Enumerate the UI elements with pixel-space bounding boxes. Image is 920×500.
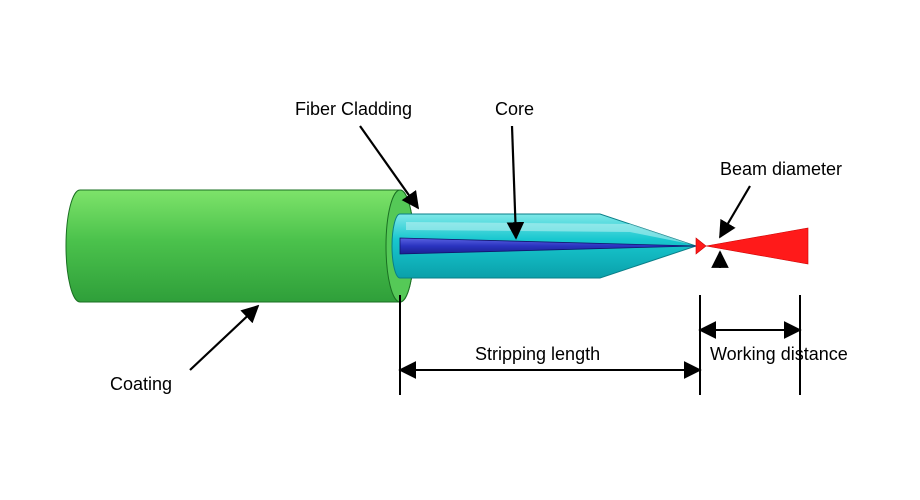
arrow-coating <box>190 306 258 370</box>
label-beam-diameter: Beam diameter <box>720 159 842 179</box>
label-coating: Coating <box>110 374 172 394</box>
arrow-beam-top <box>720 186 750 237</box>
label-stripping-length: Stripping length <box>475 344 600 364</box>
label-cladding: Fiber Cladding <box>295 99 412 119</box>
label-working-distance: Working distance <box>710 344 848 364</box>
label-core: Core <box>495 99 534 119</box>
beam-left <box>696 238 706 254</box>
coating-body <box>66 190 414 302</box>
